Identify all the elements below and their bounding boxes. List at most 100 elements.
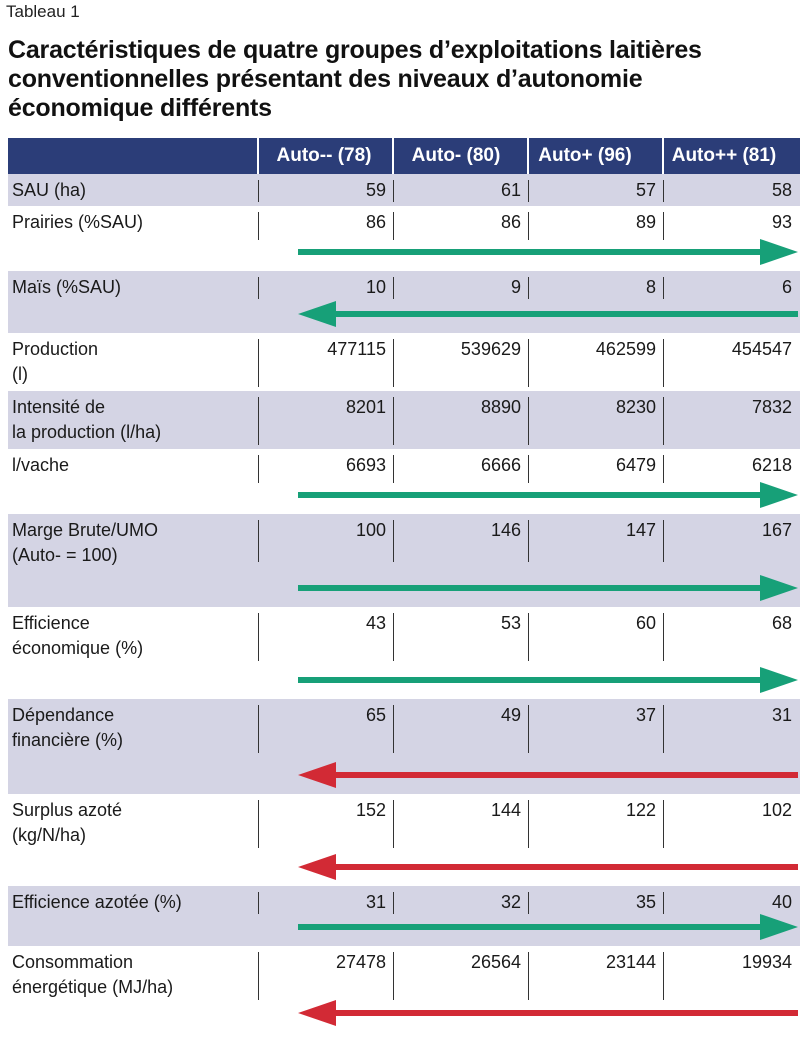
column-divider xyxy=(258,520,259,562)
column-divider xyxy=(528,800,529,848)
table-row: Prairies (%SAU) 86 86 89 93 xyxy=(8,206,800,271)
table-header: Auto-- (78) Auto- (80) Auto+ (96) Auto++ (8… xyxy=(8,138,800,174)
cell-value: 49 xyxy=(500,705,521,725)
column-divider xyxy=(393,705,394,753)
header-divider xyxy=(392,138,394,174)
cell-value: 53 xyxy=(500,613,521,633)
cell-value: 6693 xyxy=(345,455,386,475)
cell-value: 31 xyxy=(771,705,792,725)
increase-arrow-icon xyxy=(298,914,798,940)
table-row: Efficience économique (%) 43 53 60 68 xyxy=(8,607,800,699)
column-divider xyxy=(393,800,394,848)
cell-value: 8230 xyxy=(615,397,656,417)
column-divider xyxy=(663,705,664,753)
decrease-arrow-icon xyxy=(298,854,798,880)
column-divider xyxy=(663,520,664,562)
column-divider xyxy=(258,339,259,387)
cell-value: 539629 xyxy=(460,339,521,359)
column-divider xyxy=(528,277,529,299)
column-divider xyxy=(528,397,529,445)
column-divider xyxy=(663,800,664,848)
cell-value: 122 xyxy=(625,800,656,820)
data-table: Auto-- (78) Auto- (80) Auto+ (96) Auto++ (8… xyxy=(8,138,800,1032)
cell-value: 86 xyxy=(365,212,386,232)
cell-value: 68 xyxy=(771,613,792,633)
column-divider xyxy=(528,892,529,914)
column-divider xyxy=(393,339,394,387)
cell-value: 86 xyxy=(500,212,521,232)
column-header: Auto- (80) xyxy=(411,145,501,166)
column-divider xyxy=(663,455,664,483)
cell-value: 8201 xyxy=(345,397,386,417)
column-divider xyxy=(663,277,664,299)
cell-value: 37 xyxy=(635,705,656,725)
column-divider xyxy=(393,613,394,661)
cell-value: 6666 xyxy=(480,455,521,475)
row-label: Production (l) xyxy=(12,339,99,384)
title-line-1: Caractéristiques de quatre groupes d’exp… xyxy=(8,36,702,64)
row-label: Efficience azotée (%) xyxy=(12,892,182,912)
cell-value: 32 xyxy=(500,892,521,912)
column-divider xyxy=(663,952,664,1000)
column-divider xyxy=(528,952,529,1000)
cell-value: 27478 xyxy=(335,952,386,972)
column-divider xyxy=(528,455,529,483)
column-divider xyxy=(528,705,529,753)
table-row: l/vache 6693 6666 6479 6218 xyxy=(8,449,800,514)
cell-value: 8890 xyxy=(480,397,521,417)
column-divider xyxy=(663,339,664,387)
cell-value: 10 xyxy=(365,277,386,297)
column-divider xyxy=(393,892,394,914)
table-row: Consommation énergétique (MJ/ha) 27478 265… xyxy=(8,946,800,1032)
row-label: Consommation énergétique (MJ/ha) xyxy=(12,952,174,997)
column-divider xyxy=(663,613,664,661)
title-line-2: conventionnelles présentant des niveaux … xyxy=(8,65,643,93)
table-row: Production (l) 477115 539629 462599 454547 xyxy=(8,333,800,391)
cell-value: 43 xyxy=(365,613,386,633)
cell-value: 146 xyxy=(490,520,521,540)
cell-value: 454547 xyxy=(731,339,792,359)
cell-value: 40 xyxy=(771,892,792,912)
cell-value: 58 xyxy=(771,180,792,200)
column-divider xyxy=(393,520,394,562)
column-divider xyxy=(258,277,259,299)
column-divider xyxy=(528,339,529,387)
column-divider xyxy=(393,212,394,240)
table-row: Efficience azotée (%) 31 32 35 40 xyxy=(8,886,800,946)
cell-value: 152 xyxy=(355,800,386,820)
cell-value: 65 xyxy=(365,705,386,725)
column-header: Auto++ (81) xyxy=(671,145,777,166)
row-label: Prairies (%SAU) xyxy=(12,212,144,232)
cell-value: 8 xyxy=(645,277,656,297)
column-divider xyxy=(393,952,394,1000)
cell-value: 477115 xyxy=(327,339,386,359)
column-divider xyxy=(258,212,259,240)
column-divider xyxy=(393,455,394,483)
cell-value: 7832 xyxy=(751,397,792,417)
cell-value: 100 xyxy=(355,520,386,540)
column-divider xyxy=(258,705,259,753)
column-divider xyxy=(663,212,664,240)
column-divider xyxy=(528,520,529,562)
row-label: Marge Brute/UMO (Auto- = 100) xyxy=(12,520,159,565)
cell-value: 167 xyxy=(761,520,792,540)
cell-value: 144 xyxy=(490,800,521,820)
column-divider xyxy=(258,455,259,483)
cell-value: 31 xyxy=(365,892,386,912)
header-divider xyxy=(527,138,529,174)
row-label: SAU (ha) xyxy=(12,180,87,200)
header-divider xyxy=(257,138,259,174)
decrease-arrow-icon xyxy=(298,301,798,327)
column-divider xyxy=(258,180,259,202)
cell-value: 35 xyxy=(635,892,656,912)
decrease-arrow-icon xyxy=(298,762,798,788)
increase-arrow-icon xyxy=(298,239,798,265)
cell-value: 147 xyxy=(625,520,656,540)
table-row: Marge Brute/UMO (Auto- = 100) 100 146 147 16… xyxy=(8,514,800,607)
column-divider xyxy=(528,212,529,240)
table-row: Surplus azoté (kg/N/ha) 152 144 122 102 xyxy=(8,794,800,886)
cell-value: 102 xyxy=(761,800,792,820)
decrease-arrow-icon xyxy=(298,1000,798,1026)
cell-value: 59 xyxy=(365,180,386,200)
cell-value: 93 xyxy=(771,212,792,232)
